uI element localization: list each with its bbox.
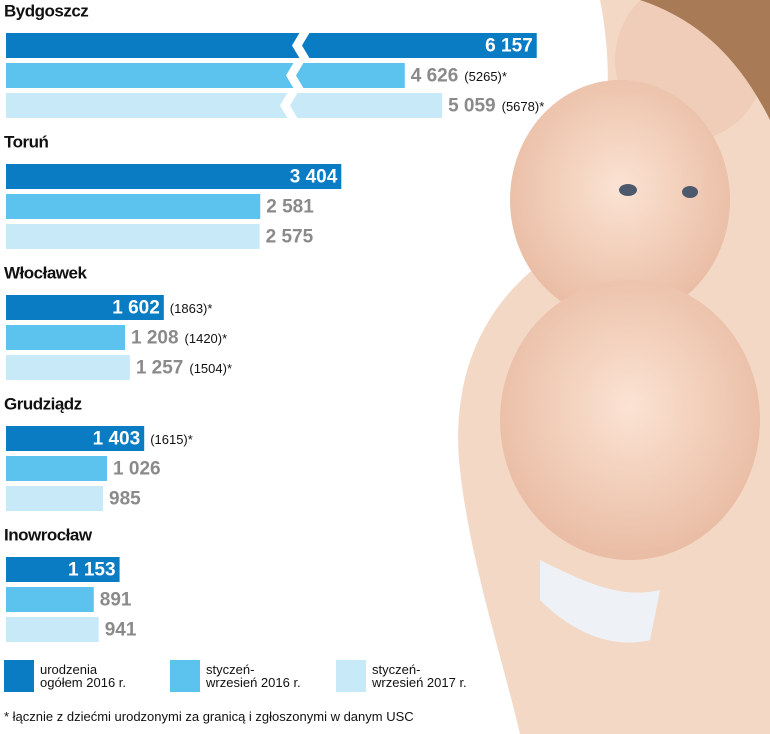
category-label: Włocławek [4, 263, 87, 282]
value-label: 4 626 [411, 66, 459, 87]
photo [458, 0, 770, 734]
legend-label: styczeń- wrzesień 2017 r. [372, 662, 467, 690]
footnote: * łącznie z dziećmi urodzonymi za granic… [4, 709, 414, 724]
value-label: 2 581 [266, 197, 314, 218]
bar [6, 93, 443, 118]
legend-swatch [4, 660, 34, 692]
legend-swatch [336, 660, 366, 692]
value-label: 5 059 [448, 96, 496, 117]
bar [6, 587, 94, 612]
bar [6, 295, 164, 320]
bar [6, 194, 261, 219]
mother-hair [640, 0, 770, 120]
value-note: (1615)* [150, 432, 193, 447]
category-label: Grudziądz [4, 394, 82, 413]
value-label: 1 257 [136, 358, 184, 379]
bar [6, 164, 342, 189]
bar [6, 63, 405, 88]
bar [6, 33, 537, 58]
value-label: 6 157 [485, 36, 533, 57]
value-label: 1 026 [113, 459, 161, 480]
diaper [540, 560, 660, 643]
baby-eye [682, 186, 698, 198]
value-label: 1 602 [112, 298, 160, 319]
legend-label: styczeń- wrzesień 2016 r. [206, 662, 301, 690]
bar [6, 486, 104, 511]
value-label: 1 403 [93, 429, 141, 450]
value-label: 3 404 [290, 167, 338, 188]
value-label: 2 575 [266, 227, 314, 248]
bar [6, 557, 120, 582]
legend-swatch [170, 660, 200, 692]
value-note: (1420)* [185, 331, 228, 346]
bar [6, 325, 125, 350]
value-note: (5678)* [502, 99, 545, 114]
category-label: Inowrocław [4, 525, 93, 544]
category-label: Toruń [4, 132, 49, 151]
value-label: 891 [100, 590, 132, 611]
baby-eye [619, 184, 637, 196]
axis-break [286, 62, 304, 89]
bar [6, 355, 130, 380]
bar [6, 617, 99, 642]
baby-body [500, 280, 760, 560]
value-note: (1863)* [170, 301, 213, 316]
baby-head [510, 80, 730, 320]
category-label: Bydgoszcz [4, 1, 88, 20]
bar [6, 426, 145, 451]
value-label: 1 208 [131, 328, 179, 349]
legend-label: urodzenia ogółem 2016 r. [40, 662, 127, 690]
bar [6, 456, 108, 481]
axis-break [292, 32, 310, 59]
axis-break [280, 92, 298, 119]
bar [6, 224, 260, 249]
value-note: (1504)* [189, 361, 232, 376]
value-label: 985 [109, 489, 141, 510]
value-label: 941 [105, 620, 137, 641]
value-label: 1 153 [68, 560, 116, 581]
value-note: (5265)* [464, 69, 507, 84]
